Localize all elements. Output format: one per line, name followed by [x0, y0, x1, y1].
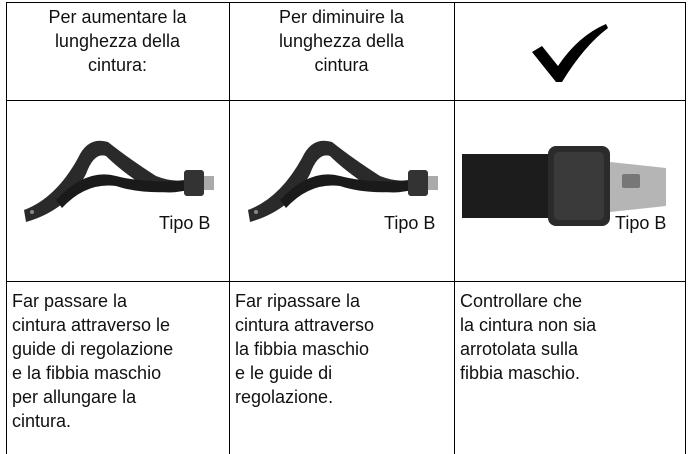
checkmark-icon: [532, 24, 608, 82]
instruction-text: fibbia maschio.: [460, 363, 581, 383]
instruction-cell: Far passare la cintura attraverso le guide…: [12, 289, 173, 433]
header-text: lunghezza della: [278, 31, 405, 51]
belt-image: [24, 140, 214, 222]
header-text: cintura: [314, 55, 369, 75]
instruction-text: arrotolata sulla: [460, 339, 579, 359]
image-label: Tipo B: [615, 213, 667, 234]
table-border: [685, 2, 686, 454]
instruction-cell: Controllare che la cintura non sia arrotol…: [460, 289, 596, 385]
image-label: Tipo B: [159, 213, 211, 234]
header-text: lunghezza della: [54, 31, 181, 51]
image-label: Tipo B: [384, 213, 436, 234]
instruction-text: e la fibbia maschio: [12, 363, 162, 383]
belt-image: [248, 140, 438, 222]
instruction-text: per allungare la: [12, 387, 137, 407]
table-border: [6, 2, 686, 3]
instruction-text: cintura attraverso le: [12, 315, 171, 335]
header-cell: Per aumentare la lunghezza della cintura:: [6, 5, 229, 77]
table-border: [6, 281, 686, 282]
instruction-text: cintura attraverso: [235, 315, 375, 335]
header-text: Per aumentare la: [48, 7, 187, 27]
instruction-text: la fibbia maschio: [235, 339, 370, 359]
table-border: [6, 100, 686, 101]
header-text: cintura:: [87, 55, 148, 75]
table-border: [454, 2, 455, 454]
instruction-text: Controllare che: [460, 291, 583, 311]
instruction-text: e le guide di: [235, 363, 333, 383]
instruction-text: Far passare la: [12, 291, 128, 311]
header-text: Per diminuire la: [278, 7, 405, 27]
instruction-cell: Far ripassare la cintura attraverso la fib…: [235, 289, 374, 409]
instruction-text: Far ripassare la: [235, 291, 361, 311]
instruction-text: guide di regolazione: [12, 339, 174, 359]
instruction-text: la cintura non sia: [460, 315, 597, 335]
instruction-text: regolazione.: [235, 387, 334, 407]
instruction-text: cintura.: [12, 411, 72, 431]
table-border: [229, 2, 230, 454]
table-border: [6, 2, 7, 454]
header-cell: Per diminuire la lunghezza della cintura: [229, 5, 454, 77]
belt-image: [462, 146, 666, 226]
